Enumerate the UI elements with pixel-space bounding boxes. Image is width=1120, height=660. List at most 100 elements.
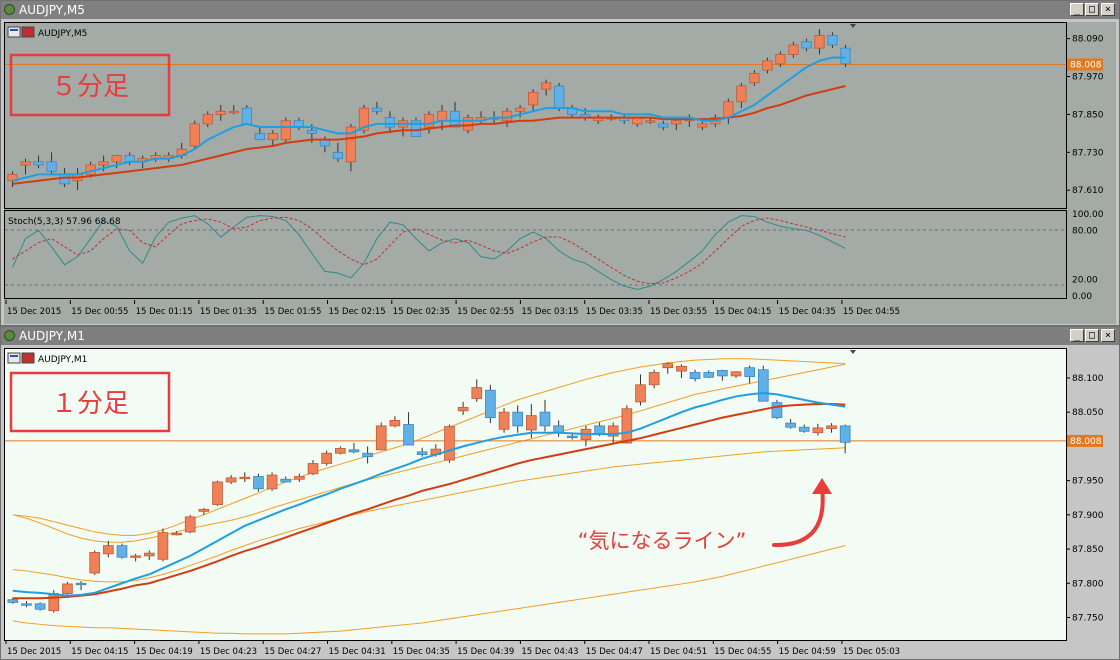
- candle: [635, 374, 646, 406]
- current-price-label: 88.008: [1070, 61, 1102, 71]
- price-axis-label: 88.100: [1072, 374, 1104, 384]
- candle: [334, 446, 346, 455]
- candle: [267, 130, 278, 146]
- maximize-button[interactable]: □: [1085, 329, 1099, 342]
- time-axis-label: 15 Dec 04:35: [779, 307, 836, 317]
- slow-moving-average: [12, 85, 846, 185]
- m5-stoch-frame: [4, 210, 1067, 299]
- candle: [198, 507, 210, 515]
- maximize-button[interactable]: □: [1085, 3, 1099, 16]
- time-axis-label: 15 Dec 04:19: [136, 647, 193, 657]
- m5-symbol-label: AUDJPY,M5: [38, 29, 87, 39]
- candle: [457, 401, 469, 415]
- window-title-m5: AUDJPY,M5: [19, 3, 85, 17]
- time-axis-label: 15 Dec 03:35: [586, 307, 643, 317]
- m1-plot-background: [4, 348, 1067, 641]
- time-axis-label: 15 Dec 04:55: [714, 647, 771, 657]
- time-axis-label: 15 Dec 2015: [7, 307, 61, 317]
- candle: [202, 111, 213, 128]
- candle: [744, 365, 755, 384]
- candle: [111, 155, 122, 169]
- candle: [371, 101, 383, 115]
- m5-plot-background: [4, 22, 1116, 324]
- candle: [362, 446, 373, 464]
- candle: [20, 158, 31, 175]
- time-axis-label: 15 Dec 03:55: [650, 307, 707, 317]
- candle: [762, 57, 773, 74]
- stoch-axis-label: 20.00: [1072, 276, 1098, 286]
- candle: [157, 528, 169, 562]
- candle: [648, 369, 660, 389]
- annotation-text: “気になるライン”: [578, 529, 747, 553]
- candle: [771, 399, 783, 420]
- candle: [757, 365, 769, 402]
- candle: [645, 117, 656, 124]
- price-axis-label: 88.090: [1072, 35, 1104, 45]
- candle: [826, 423, 837, 433]
- candle: [801, 38, 812, 52]
- fast-moving-average: [12, 392, 846, 597]
- candle: [717, 369, 728, 381]
- candle: [62, 581, 73, 597]
- m5-timeframe-badge: ５分足: [9, 53, 171, 117]
- current-price-tag: 88.008: [1067, 434, 1103, 447]
- candle: [171, 531, 182, 536]
- time-axis-label: 15 Dec 04:15: [71, 647, 128, 657]
- candle: [749, 70, 760, 86]
- envelope-lower-band: [12, 447, 846, 583]
- minimize-button[interactable]: _: [1070, 3, 1084, 16]
- candle: [554, 82, 565, 112]
- m5-chart-canvas[interactable]: AUDJPY,M5 ５分足 Stoch(5,3,3) 57.96 68.68 8…: [4, 22, 1116, 324]
- time-axis-label: 15 Dec 01:35: [200, 307, 257, 317]
- chart-shift-marker: [850, 24, 856, 28]
- close-button[interactable]: ×: [1101, 3, 1115, 16]
- candle: [130, 553, 141, 562]
- time-axis-label: 15 Dec 04:51: [650, 647, 707, 657]
- candle: [21, 601, 32, 608]
- time-axis-label: 15 Dec 02:35: [393, 307, 450, 317]
- candle: [189, 120, 200, 150]
- candle: [254, 127, 265, 141]
- candle: [423, 111, 435, 134]
- m1-symbol-icon: [7, 352, 35, 364]
- bollinger-lower-band: [12, 545, 846, 635]
- candle: [345, 123, 356, 172]
- window-titlebar-m5[interactable]: AUDJPY,M5 _ □ ×: [1, 1, 1119, 19]
- candle: [184, 514, 196, 534]
- time-axis-label: 15 Dec 02:15: [329, 307, 386, 317]
- candle: [498, 408, 510, 433]
- m1-symbol-label: AUDJPY,M1: [38, 355, 87, 365]
- time-axis-label: 15 Dec 02:55: [457, 307, 514, 317]
- candle: [416, 447, 428, 457]
- chart-window-m5[interactable]: AUDJPY,M5 _ □ × AUDJPY,M5 ５分足: [0, 0, 1120, 326]
- chart-window-icon: [4, 4, 15, 15]
- candle: [515, 104, 526, 118]
- time-axis-label: 15 Dec 04:59: [779, 647, 836, 657]
- m1-chart-canvas[interactable]: AUDJPY,M1 １分足 “気になるライン” 88.100 88.050 87.9…: [4, 348, 1116, 658]
- time-axis-label: 15 Dec 01:15: [136, 307, 193, 317]
- candle: [541, 79, 552, 96]
- candle: [703, 370, 715, 378]
- time-axis-label: 15 Dec 2015: [7, 647, 61, 657]
- current-price-label: 88.008: [1070, 437, 1102, 447]
- candle: [228, 104, 239, 115]
- m5-symbol-icon: [7, 26, 35, 38]
- price-axis-label: 87.800: [1072, 579, 1104, 589]
- price-axis-label: 87.970: [1072, 73, 1104, 83]
- m1-timeframe-badge: １分足: [9, 371, 171, 433]
- candle: [798, 424, 810, 433]
- chart-window-m1[interactable]: AUDJPY,M1 _ □ × AUDJPY,M1 １分足 “気になるライン”: [0, 326, 1120, 660]
- window-title-m1: AUDJPY,M1: [19, 329, 85, 343]
- candle: [253, 473, 264, 492]
- candle: [621, 405, 633, 444]
- stoch-axis-label: 0.00: [1072, 292, 1092, 302]
- candle: [321, 450, 332, 466]
- price-axis-label: 87.730: [1072, 148, 1104, 158]
- window-titlebar-m1[interactable]: AUDJPY,M1 _ □ ×: [1, 327, 1119, 345]
- candle: [676, 364, 687, 378]
- candle: [471, 379, 483, 402]
- candle: [375, 422, 387, 451]
- close-button[interactable]: ×: [1101, 329, 1115, 342]
- minimize-button[interactable]: _: [1070, 329, 1084, 342]
- candle: [528, 89, 539, 112]
